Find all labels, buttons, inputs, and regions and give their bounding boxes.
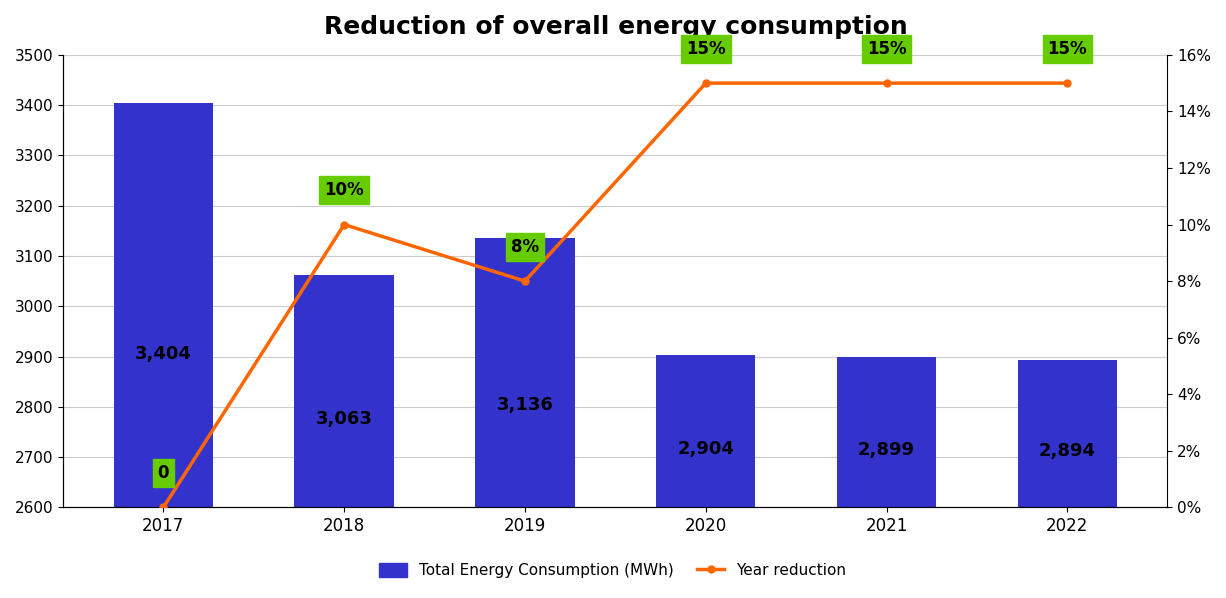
Text: 3,136: 3,136 <box>497 396 553 414</box>
Bar <box>656 355 755 598</box>
Text: 3,404: 3,404 <box>135 345 191 363</box>
Text: 2,894: 2,894 <box>1038 443 1096 460</box>
Bar <box>1018 359 1117 598</box>
Bar <box>114 103 213 598</box>
Text: 2,904: 2,904 <box>677 440 734 458</box>
Text: 10%: 10% <box>325 181 364 199</box>
Text: 15%: 15% <box>867 39 906 57</box>
Bar <box>476 238 575 598</box>
Text: 3,063: 3,063 <box>316 410 373 428</box>
Year reduction <box>1060 80 1075 87</box>
Text: 15%: 15% <box>1047 39 1087 57</box>
Year reduction <box>156 504 170 511</box>
Text: 8%: 8% <box>511 237 539 256</box>
Bar <box>837 357 937 598</box>
Year reduction <box>879 80 894 87</box>
Year reduction <box>337 221 352 228</box>
Bar <box>294 274 394 598</box>
Text: 2,899: 2,899 <box>858 441 915 459</box>
Year reduction <box>699 80 714 87</box>
Title: Reduction of overall energy consumption: Reduction of overall energy consumption <box>324 15 907 39</box>
Line: Year reduction: Year reduction <box>159 80 1070 511</box>
Legend: Total Energy Consumption (MWh), Year reduction: Total Energy Consumption (MWh), Year red… <box>374 557 852 584</box>
Text: 15%: 15% <box>687 39 726 57</box>
Text: 0: 0 <box>158 464 169 482</box>
Year reduction <box>517 277 532 285</box>
